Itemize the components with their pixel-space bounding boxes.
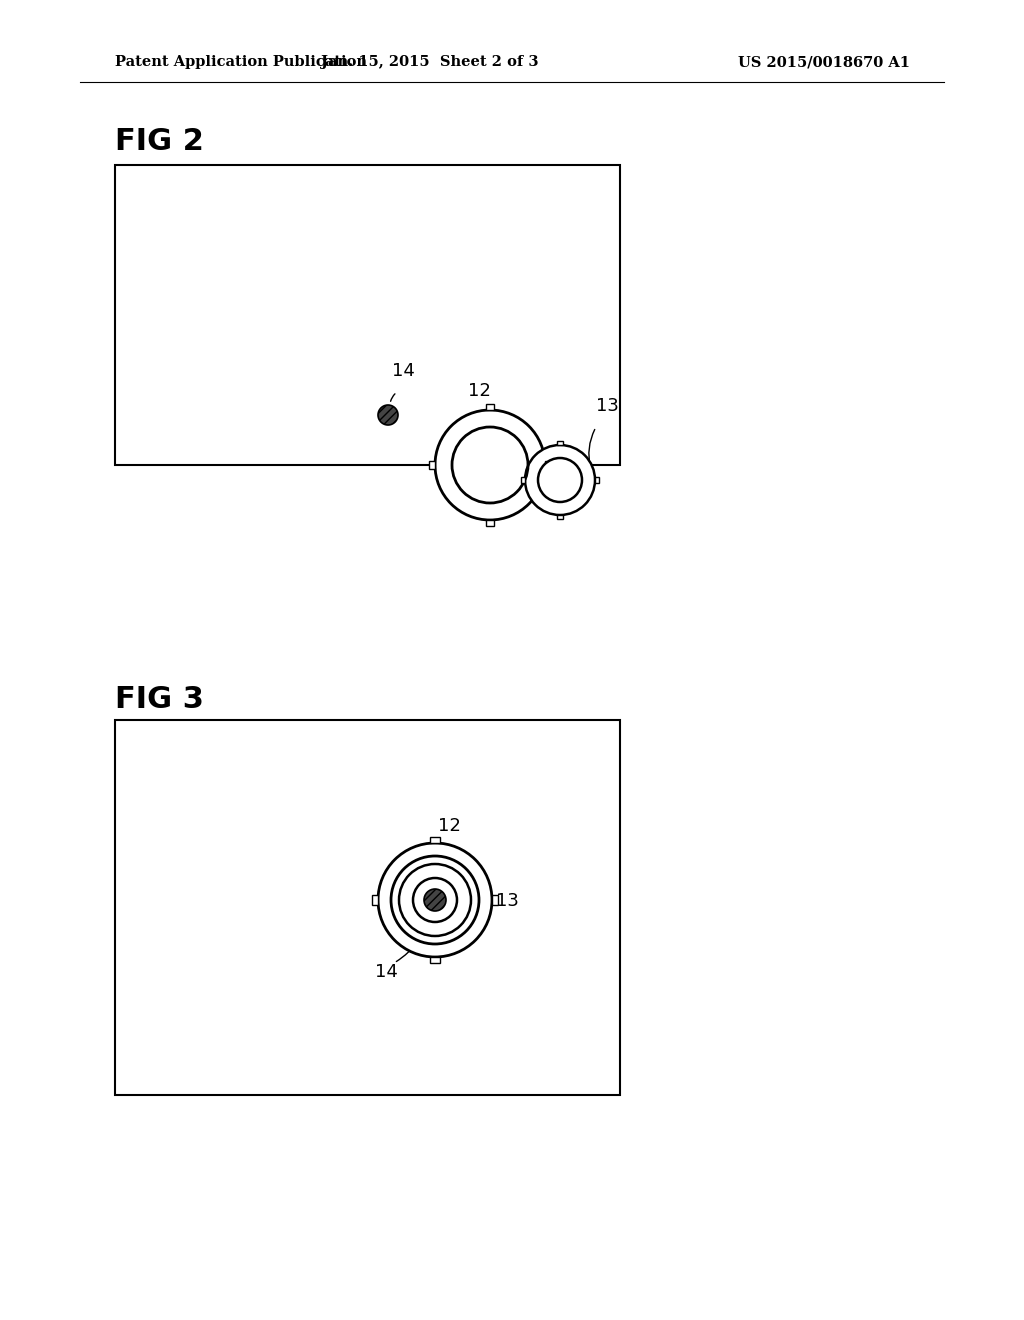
Bar — [372, 895, 378, 906]
Circle shape — [452, 426, 528, 503]
Circle shape — [391, 855, 479, 944]
Bar — [485, 404, 495, 411]
Text: Patent Application Publication: Patent Application Publication — [115, 55, 367, 69]
Circle shape — [378, 405, 398, 425]
Circle shape — [413, 878, 457, 921]
Text: 12: 12 — [438, 817, 461, 836]
Bar — [545, 461, 551, 470]
Circle shape — [525, 445, 595, 515]
Circle shape — [435, 411, 545, 520]
Circle shape — [399, 865, 471, 936]
Text: FIG 2: FIG 2 — [115, 128, 204, 157]
Bar — [595, 477, 599, 483]
Circle shape — [538, 458, 582, 502]
Bar — [485, 520, 495, 525]
Bar — [557, 441, 563, 445]
Bar — [115, 165, 620, 465]
Bar — [521, 477, 525, 483]
Text: 13: 13 — [496, 892, 519, 909]
Circle shape — [378, 405, 398, 425]
Bar — [115, 719, 620, 1096]
Text: 13: 13 — [596, 397, 618, 414]
Bar — [430, 837, 440, 843]
Bar — [429, 461, 435, 470]
Circle shape — [424, 888, 446, 911]
Bar — [430, 957, 440, 964]
Bar — [557, 515, 563, 519]
Text: 12: 12 — [468, 381, 490, 400]
Bar — [492, 895, 499, 906]
Circle shape — [378, 843, 492, 957]
Text: Jan. 15, 2015  Sheet 2 of 3: Jan. 15, 2015 Sheet 2 of 3 — [322, 55, 539, 69]
Text: FIG 3: FIG 3 — [115, 685, 204, 714]
Text: 14: 14 — [392, 362, 415, 380]
Text: US 2015/0018670 A1: US 2015/0018670 A1 — [738, 55, 910, 69]
Circle shape — [424, 888, 446, 911]
Text: 14: 14 — [375, 964, 398, 981]
